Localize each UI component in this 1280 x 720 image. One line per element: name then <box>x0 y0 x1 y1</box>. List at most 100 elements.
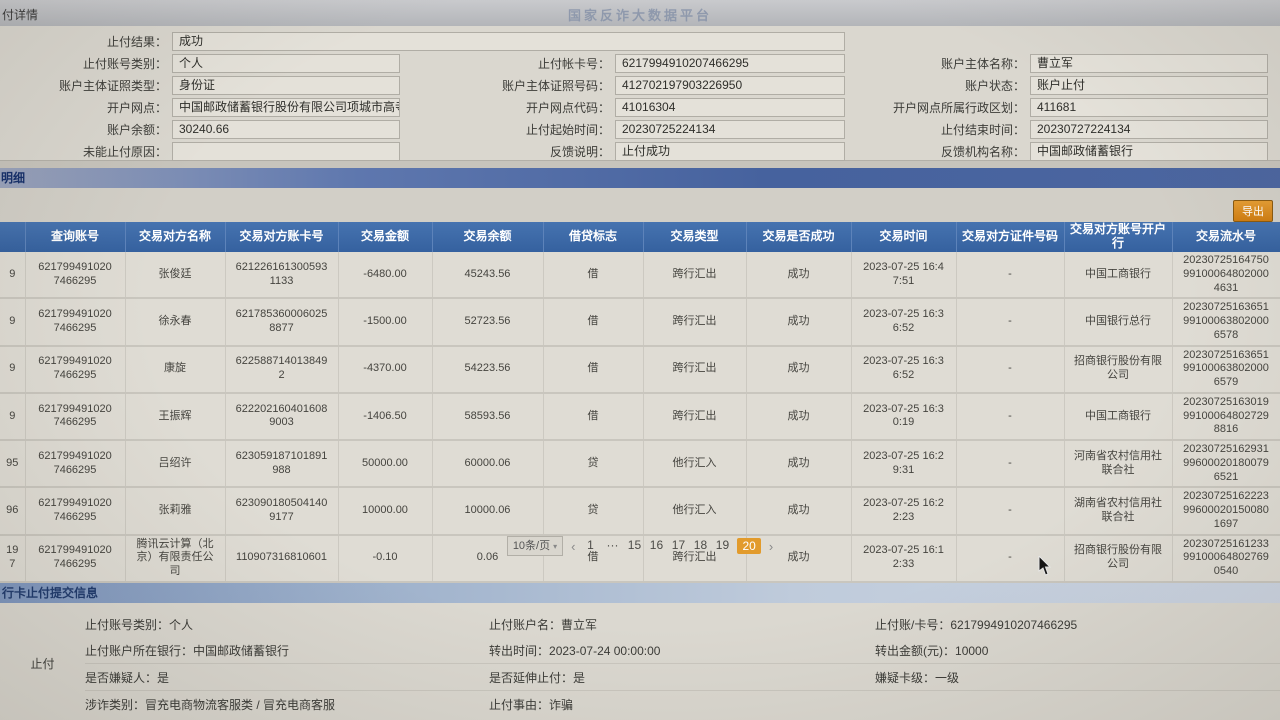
submit-info-row: 止付账号类别个人止付账户名曹立军止付账/卡号621799491020746629… <box>85 611 1280 637</box>
table-cell: 徐永春 <box>125 298 226 347</box>
page-number-button[interactable]: 19 <box>715 538 730 552</box>
table-cell: 跨行汇出 <box>643 392 747 442</box>
next-page-button[interactable]: › <box>768 538 774 554</box>
card-stop-submit-section-header: 行卡止付提交信息 <box>0 583 1280 603</box>
table-cell: 成功 <box>746 298 852 347</box>
field-label: 止付帐卡号 <box>400 55 615 72</box>
table-cell: 借 <box>543 392 644 442</box>
chevron-down-icon: ▾ <box>553 542 558 551</box>
table-cell: 成功 <box>746 392 852 442</box>
page-number-button[interactable]: 16 <box>649 538 664 552</box>
page-number-button[interactable]: 20 <box>737 538 761 554</box>
page-number-button[interactable]: 1 <box>587 538 594 552</box>
field-label: 账户主体证照类型 <box>0 77 172 94</box>
submit-field-value: 2023-07-24 00:00:00 <box>549 643 661 658</box>
field-value: 中国邮政储蓄银行股份有限公司项城市高寺... <box>172 98 400 117</box>
table-row: 96 6217994910207466295 张莉雅 6230901805041409… <box>0 487 1280 536</box>
submit-info-cell: 止付账/卡号6217994910207466295 <box>875 616 1280 633</box>
transactions-section-header: 明细 <box>0 168 1280 188</box>
field-label: 止付结果 <box>0 33 172 50</box>
table-cell: 2023-07-25 16:36:52 <box>851 298 957 347</box>
submit-field-value: 曹立军 <box>561 617 598 632</box>
submit-info-cell: 涉诈类别冒充电商物流客服类 / 冒充电商客服 <box>85 696 489 713</box>
page-number-button[interactable]: 15 <box>627 538 642 552</box>
table-cell: 中国银行总行 <box>1064 298 1173 347</box>
table-row: 9 6217994910207466295 张俊廷 62122616130059311… <box>0 252 1280 300</box>
field-value: 身份证 <box>172 76 400 95</box>
export-button[interactable]: 导出 <box>1233 200 1273 222</box>
submit-field-label: 转出金额(元) <box>875 644 955 658</box>
field-value-empty <box>172 142 400 161</box>
stop-payment-detail-form: 止付结果成功止付账号类别个人止付帐卡号6217994910207466295账户… <box>0 26 1280 161</box>
table-cell: -4370.00 <box>338 345 433 394</box>
table-cell: 20230725163651991000638020006579 <box>1172 345 1280 394</box>
form-row: 止付结果成功 <box>0 31 1280 52</box>
platform-watermark-title: 国家反诈大数据平台 <box>567 8 712 23</box>
submit-field-label: 涉诈类别 <box>85 698 145 712</box>
submit-field-value: 6217994910207466295 <box>950 617 1078 632</box>
submit-field-value: 10000 <box>955 643 989 658</box>
table-cell: 张莉雅 <box>125 487 226 536</box>
table-cell: 跨行汇出 <box>643 534 747 583</box>
table-cell: 45243.56 <box>432 252 544 300</box>
table-row: 9 6217994910207466295 徐永春 62178536000602588… <box>0 298 1280 347</box>
form-row: 账户主体证照类型身份证账户主体证照号码412702197903226950账户状… <box>0 75 1280 96</box>
table-cell: 他行汇入 <box>643 487 747 536</box>
table-cell: - <box>956 252 1065 300</box>
field-value: 412702197903226950 <box>615 76 845 95</box>
table-body: 9 6217994910207466295 张俊廷 62122616130059311… <box>0 252 1280 631</box>
submit-field-value: 个人 <box>169 617 194 632</box>
table-cell: 9 <box>0 345 26 394</box>
transactions-table: 查询账号 交易对方名称 交易对方账卡号 交易金额 交易余额 借贷标志 交易类型 交易是否成功交… <box>0 222 1280 631</box>
table-cell: 6230901805041409177 <box>225 487 339 536</box>
table-cell: 成功 <box>746 487 852 536</box>
page-ellipsis: ··· <box>606 538 619 552</box>
page-number-button[interactable]: 18 <box>693 538 708 552</box>
column-header: 交易对方证件号码 <box>956 222 1065 252</box>
field-value: 中国邮政储蓄银行 <box>1030 142 1268 161</box>
column-header: 交易流水号 <box>1172 222 1280 252</box>
submit-field-value: 中国邮政储蓄银行 <box>193 643 290 658</box>
field-label: 开户网点 <box>0 99 172 116</box>
form-row: 账户余额30240.66止付起始时间20230725224134止付结束时间20… <box>0 119 1280 140</box>
card-stop-submit-info: 止付 止付账号类别个人止付账户名曹立军止付账/卡号621799491020746… <box>0 603 1280 720</box>
table-cell: 6217994910207466295 <box>25 392 126 442</box>
page-size-select[interactable]: 10条/页 ▾ <box>506 536 564 556</box>
table-cell: 2023-07-25 16:22:23 <box>851 487 957 536</box>
card-stop-submit-section-title: 行卡止付提交信息 <box>2 586 99 600</box>
submit-info-cell: 止付账号类别个人 <box>85 616 489 633</box>
submit-field-value: 冒充电商物流客服类 / 冒充电商客服 <box>145 697 336 712</box>
table-cell: 20230725163651991000638020006578 <box>1172 298 1280 347</box>
table-cell: 招商银行股份有限公司 <box>1064 534 1173 583</box>
stop-payment-group-label: 止付 <box>30 656 55 671</box>
table-cell: 10000.00 <box>338 487 433 536</box>
table-cell: - <box>956 440 1065 489</box>
field-value: 个人 <box>172 54 400 73</box>
submit-field-value: 诈骗 <box>549 697 574 712</box>
field-label: 反馈说明 <box>400 143 615 160</box>
submit-info-cell: 是否嫌疑人是 <box>85 669 489 686</box>
submit-info-cell: 嫌疑卡级一级 <box>875 669 1280 686</box>
page-number-button[interactable]: 17 <box>671 538 686 552</box>
table-cell: 96 <box>0 487 26 536</box>
table-cell: 50000.00 <box>338 440 433 489</box>
field-label: 未能止付原因 <box>0 143 172 160</box>
submit-info-cell: 止付事由诈骗 <box>489 696 875 713</box>
column-header: 交易对方账卡号 <box>225 222 339 252</box>
table-cell: - <box>956 345 1065 394</box>
column-header <box>0 222 26 252</box>
table-cell: 623059187101891988 <box>225 440 339 489</box>
table-row: 95 6217994910207466295 吕绍许 6230591871018919… <box>0 440 1280 489</box>
column-header: 交易金额 <box>338 222 433 252</box>
submit-field-label: 嫌疑卡级 <box>875 671 935 685</box>
table-cell: 2023-07-25 16:36:52 <box>851 345 957 394</box>
pagination: 10条/页 ▾ ‹ 1 ··· 15 16 17 18 19 20 › <box>0 536 1280 556</box>
table-cell: 6217994910207466295 <box>25 534 126 583</box>
column-header: 查询账号 <box>25 222 126 252</box>
field-label: 账户主体证照号码 <box>400 77 615 94</box>
prev-page-button[interactable]: ‹ <box>571 538 576 554</box>
table-cell: 20230725164750991000648020004631 <box>1172 252 1280 300</box>
submit-field-label: 止付账户所在银行 <box>85 644 193 658</box>
field-value: 411681 <box>1030 98 1268 117</box>
